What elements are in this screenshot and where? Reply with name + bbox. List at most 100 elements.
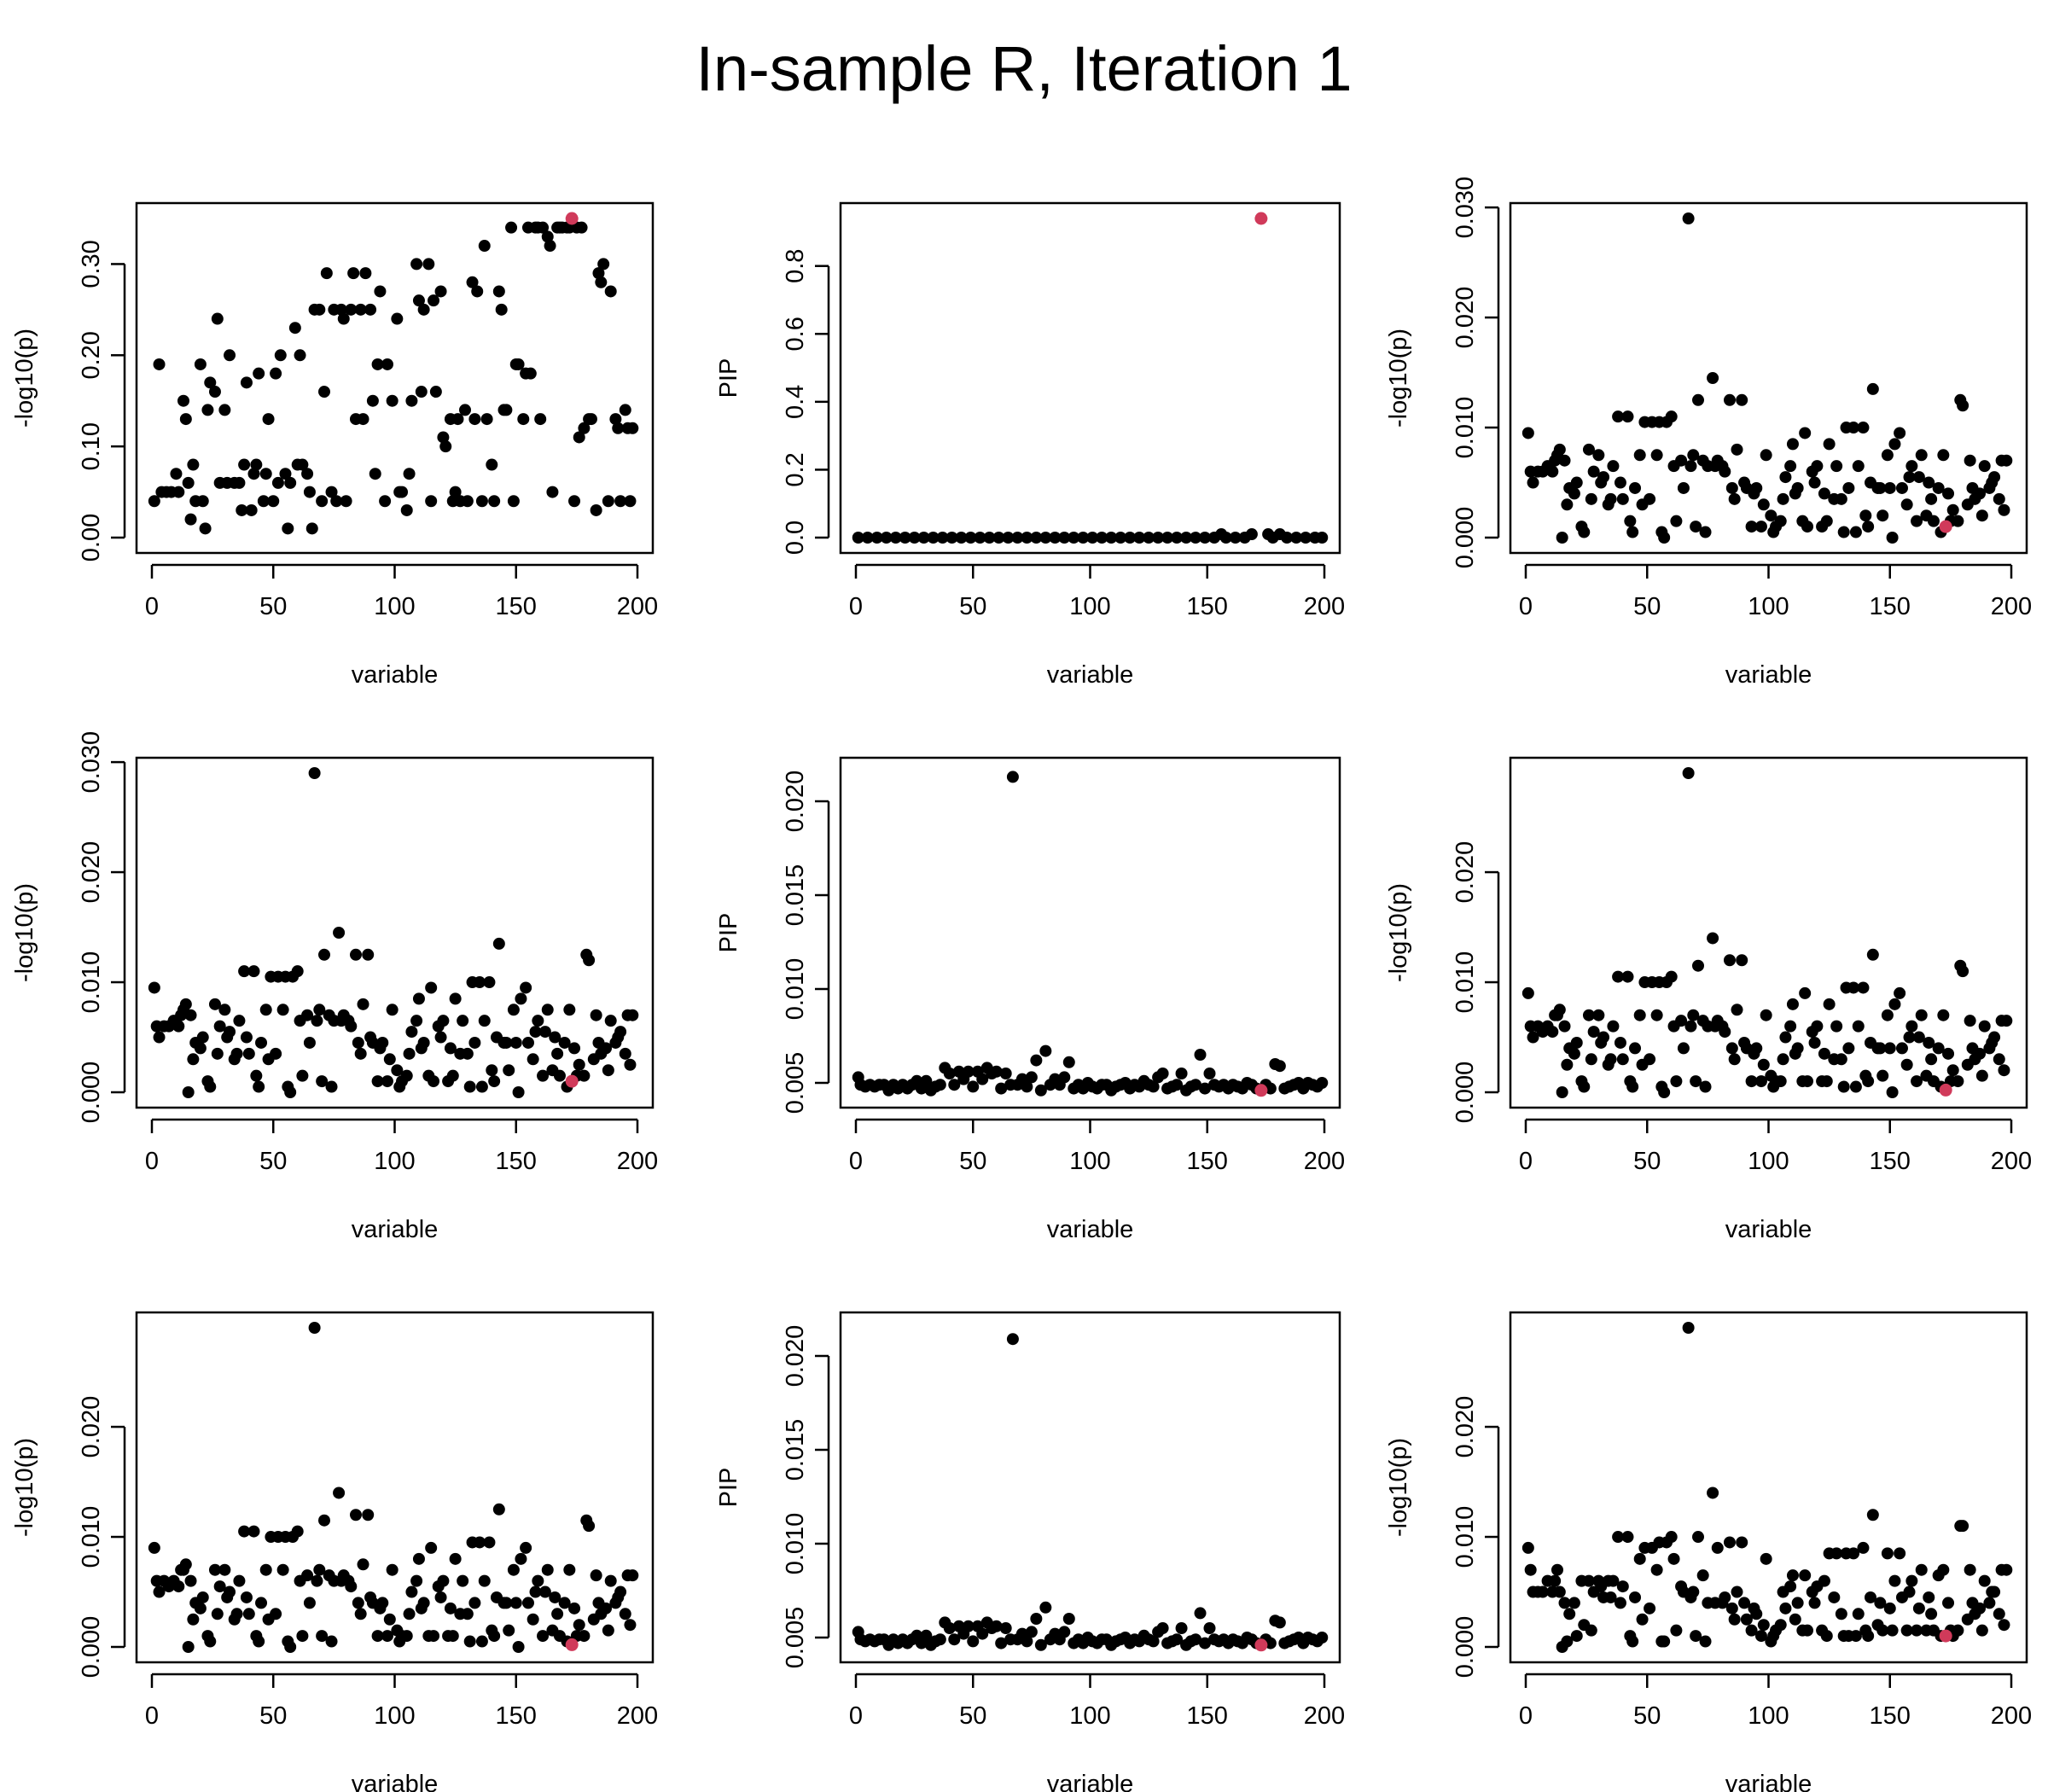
y-tick-label: 0.005	[782, 1052, 809, 1114]
data-point	[1556, 1086, 1568, 1098]
data-point	[325, 1080, 338, 1093]
data-point	[439, 440, 452, 453]
data-point	[1180, 532, 1193, 544]
data-point	[184, 1009, 197, 1021]
data-point	[1621, 410, 1634, 423]
data-point	[1561, 498, 1574, 511]
data-point	[1777, 492, 1789, 505]
data-point	[974, 532, 986, 544]
data-point	[495, 303, 508, 316]
x-tick-label: 50	[1633, 593, 1661, 620]
data-point	[1895, 1042, 1908, 1055]
data-point	[446, 1630, 459, 1643]
data-point	[1978, 460, 1991, 473]
data-point	[474, 1536, 486, 1549]
data-point	[573, 1058, 585, 1071]
data-point	[1784, 460, 1797, 473]
data-point	[461, 1608, 474, 1620]
data-point	[1626, 1635, 1639, 1648]
data-point	[1862, 521, 1875, 533]
data-point	[1736, 1536, 1748, 1549]
y-tick-label: 0.30	[78, 240, 105, 288]
data-point	[1616, 492, 1629, 505]
data-point	[224, 1026, 236, 1039]
data-point	[1199, 1082, 1212, 1095]
data-point	[1587, 465, 1600, 478]
data-point	[512, 1641, 525, 1653]
data-point	[434, 1591, 447, 1603]
data-point	[527, 1613, 539, 1626]
data-point	[551, 1047, 564, 1060]
data-point	[1820, 515, 1833, 527]
data-point	[196, 1591, 209, 1603]
data-point	[172, 1580, 185, 1593]
data-point	[492, 285, 505, 298]
data-point	[1521, 986, 1534, 999]
data-point	[317, 386, 330, 399]
panel-row2-col1: 0 50 100 150 200 0.000 0.010 0.020 0.030 variable…	[11, 731, 658, 1243]
data-point	[1978, 1574, 1991, 1587]
data-point	[1765, 509, 1777, 522]
data-point	[1925, 1053, 1938, 1066]
data-point	[1731, 1585, 1743, 1598]
data-point	[1665, 970, 1678, 983]
data-point	[1568, 1047, 1580, 1060]
data-point	[316, 1075, 329, 1088]
data-point	[1670, 515, 1683, 527]
data-point	[1738, 1597, 1751, 1609]
data-point	[500, 1036, 513, 1049]
x-tick-label: 0	[1519, 1702, 1533, 1730]
data-point	[1784, 1020, 1797, 1033]
y-tick-label: 0.010	[1452, 397, 1479, 459]
data-point	[1161, 532, 1174, 544]
data-point	[1156, 1068, 1169, 1079]
data-point	[1988, 471, 2001, 484]
data-point	[364, 303, 377, 316]
data-point	[492, 1503, 505, 1516]
data-point	[1818, 487, 1830, 500]
data-point	[1658, 1086, 1671, 1098]
data-point	[1624, 515, 1637, 527]
data-point	[995, 1082, 1008, 1095]
data-point	[509, 1597, 522, 1609]
data-point	[211, 1608, 224, 1620]
data-point	[1849, 526, 1862, 538]
panel-row1-col2: 0 50 100 150 200 0.0 0.2 0.4 0.6 0.8 variable PIP	[715, 201, 1345, 689]
data-point	[488, 1630, 501, 1643]
data-point	[1957, 965, 1969, 978]
data-point	[1886, 1086, 1899, 1098]
data-point	[1932, 481, 1945, 494]
data-point	[468, 413, 481, 426]
data-point	[1281, 532, 1294, 544]
data-point	[1779, 471, 1792, 484]
data-point	[1791, 481, 1804, 494]
data-point	[1911, 1075, 1923, 1088]
data-point	[182, 1086, 195, 1098]
data-point	[1835, 1608, 1847, 1620]
data-point	[428, 1075, 440, 1088]
data-point	[1644, 1053, 1656, 1066]
data-point	[461, 1047, 474, 1060]
data-point	[1316, 1077, 1329, 1089]
data-point	[313, 1563, 326, 1576]
data-point	[521, 1036, 534, 1049]
data-point	[1553, 443, 1566, 456]
x-tick-label: 50	[959, 1148, 986, 1175]
x-tick-label: 50	[259, 1702, 287, 1730]
x-tick-label: 100	[374, 593, 415, 620]
data-point	[1801, 1075, 1814, 1088]
data-point	[1273, 1060, 1286, 1073]
data-point	[417, 1036, 430, 1049]
data-point	[1760, 449, 1772, 462]
data-point	[1915, 1563, 1928, 1576]
data-point	[1536, 1585, 1549, 1598]
x-tick-label: 150	[496, 1148, 537, 1175]
data-point	[428, 1630, 440, 1643]
data-point	[521, 1597, 534, 1609]
data-point	[410, 1574, 423, 1587]
data-point	[1932, 1042, 1945, 1055]
data-point	[461, 495, 474, 508]
data-point	[1791, 1042, 1804, 1055]
data-point	[1942, 1597, 1955, 1609]
